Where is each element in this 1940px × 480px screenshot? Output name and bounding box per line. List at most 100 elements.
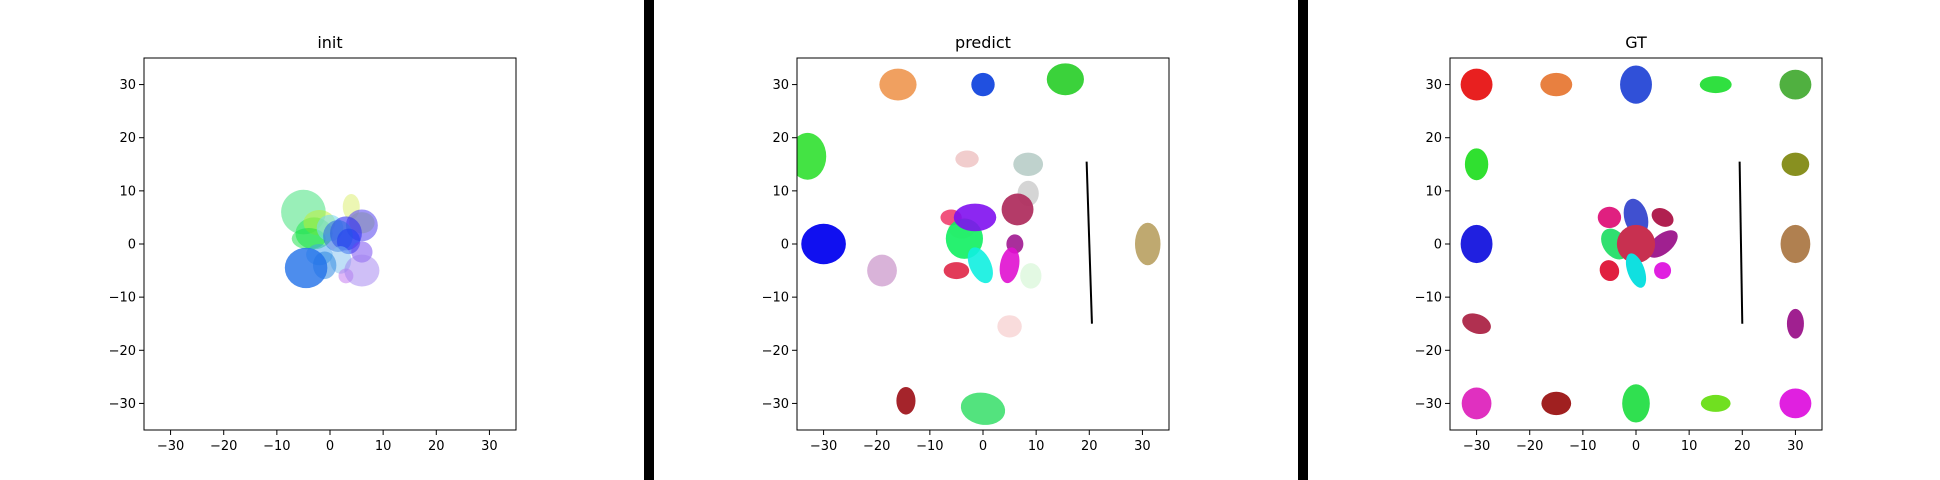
ellipse-marker (1020, 263, 1042, 289)
ellipse-marker (1699, 76, 1732, 94)
ellipse-marker (1001, 193, 1034, 226)
panel-predict: −30 −20 −10 0 10 20 30 −30 −20 −10 0 10 20 30 predict (762, 33, 1170, 454)
y-tick-label: −20 (109, 344, 136, 359)
ellipse-marker (879, 68, 917, 101)
ellipse-marker (1616, 224, 1656, 264)
x-tick-label: −10 (916, 439, 943, 454)
ellipse-marker (1620, 65, 1652, 104)
x-tick-label: −20 (210, 439, 237, 454)
plot-area (1460, 65, 1812, 423)
y-tick-label: 10 (119, 184, 136, 199)
x-tick-label: −30 (810, 439, 837, 454)
x-tick-label: −30 (1463, 439, 1490, 454)
y-tick-label: 10 (1425, 184, 1442, 199)
ellipse-marker (943, 262, 970, 280)
y-tick-label: 30 (119, 78, 136, 93)
y-tick-label: −30 (1415, 397, 1442, 412)
ellipse-marker (1622, 384, 1650, 423)
x-tick-label: 10 (1681, 439, 1698, 454)
ellipse-marker (801, 223, 846, 265)
y-tick-label: −20 (762, 344, 789, 359)
ellipse-marker (1462, 313, 1491, 335)
y-tick-label: 30 (1425, 78, 1442, 93)
ellipse-marker (1597, 206, 1622, 229)
y-tick-label: 30 (772, 78, 789, 93)
ellipse-marker (967, 247, 993, 284)
ellipse-marker (1461, 387, 1492, 420)
ellipse-marker (1700, 394, 1731, 412)
x-tick-label: 0 (979, 439, 987, 454)
ellipse-marker (999, 247, 1020, 284)
ellipse-marker (955, 150, 979, 168)
ellipse-marker (1780, 224, 1811, 264)
x-tick-label: −10 (263, 439, 290, 454)
panel-separator (644, 0, 654, 480)
y-tick-label: 20 (1425, 131, 1442, 146)
ellipse-marker (960, 392, 1006, 425)
line-segment (1085, 161, 1093, 324)
panel-gt: −30 −20 −10 0 10 20 30 −30 −20 −10 0 10 20 30 GT (1415, 33, 1823, 454)
plot-area (797, 63, 1161, 425)
line-segment (1738, 161, 1744, 324)
ellipse-marker (1599, 260, 1620, 282)
ellipse-marker (1625, 253, 1647, 288)
ellipse-marker (1654, 262, 1672, 280)
plot-area (281, 189, 380, 289)
ellipse-marker (971, 72, 995, 97)
y-tick-label: −30 (109, 397, 136, 412)
ellipse-marker (1541, 391, 1572, 416)
chart-title: predict (955, 33, 1011, 52)
ellipse-marker (1786, 308, 1804, 339)
chart-title: GT (1625, 33, 1647, 52)
x-tick-label: 10 (1028, 439, 1045, 454)
ellipse-marker (1540, 72, 1573, 97)
x-tick-label: −30 (157, 439, 184, 454)
ellipse-marker (284, 247, 328, 289)
ellipse-marker (953, 203, 997, 232)
y-tick-label: −10 (1415, 291, 1442, 306)
x-tick-label: 0 (1632, 439, 1640, 454)
x-tick-label: 20 (428, 439, 445, 454)
y-tick-label: 0 (781, 238, 789, 253)
ellipse-marker (291, 228, 326, 250)
y-tick-label: −10 (762, 291, 789, 306)
chart-title: init (317, 33, 342, 52)
y-tick-label: 20 (119, 131, 136, 146)
ellipse-marker (1013, 152, 1044, 176)
y-tick-label: 10 (772, 184, 789, 199)
ellipse-marker (1647, 230, 1678, 258)
x-tick-label: 30 (1134, 439, 1151, 454)
x-tick-label: 20 (1734, 439, 1751, 454)
y-tick-label: 0 (1434, 238, 1442, 253)
panel-separator (1298, 0, 1308, 480)
x-tick-label: −10 (1569, 439, 1596, 454)
y-tick-label: 0 (128, 238, 136, 253)
ellipse-marker (1779, 69, 1812, 100)
x-tick-label: 0 (326, 439, 334, 454)
ellipse-marker (867, 254, 897, 287)
x-tick-label: 30 (481, 439, 498, 454)
ellipse-marker (1460, 68, 1493, 101)
x-tick-label: −20 (1516, 439, 1543, 454)
ellipse-marker (896, 386, 916, 415)
ellipse-marker (1460, 224, 1493, 264)
x-tick-label: 30 (1787, 439, 1804, 454)
ellipse-marker (797, 132, 827, 180)
ellipse-marker (1781, 152, 1810, 176)
y-tick-label: −20 (1415, 344, 1442, 359)
ellipse-marker (344, 254, 380, 287)
x-tick-label: 20 (1081, 439, 1098, 454)
ellipse-marker (1651, 208, 1674, 227)
ellipse-marker (1134, 222, 1161, 266)
ellipse-marker (1464, 148, 1489, 181)
y-tick-label: −10 (109, 291, 136, 306)
ellipse-marker (997, 315, 1022, 338)
y-tick-label: −30 (762, 397, 789, 412)
x-tick-label: −20 (863, 439, 890, 454)
ellipse-marker (1046, 63, 1084, 96)
panel-init: −30 −20 −10 0 10 20 30 −30 −20 −10 0 10 20 30 init (109, 33, 517, 454)
x-tick-label: 10 (375, 439, 392, 454)
y-tick-label: 20 (772, 131, 789, 146)
ellipse-marker (1779, 388, 1812, 419)
